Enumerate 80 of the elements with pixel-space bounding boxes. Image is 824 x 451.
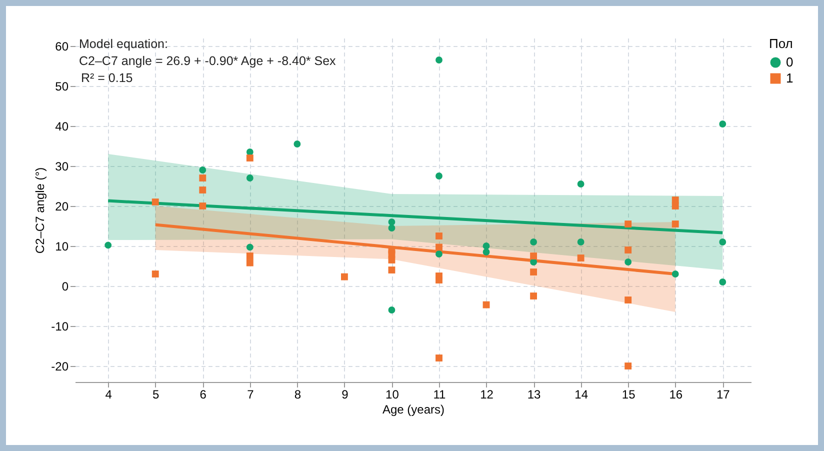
- point: [530, 258, 538, 266]
- point: [577, 254, 584, 262]
- x-tick-label: 16: [669, 388, 683, 402]
- y-tick-label: 0: [62, 280, 69, 294]
- point: [246, 252, 254, 260]
- legend-label: 0: [786, 54, 794, 70]
- point: [388, 256, 396, 264]
- x-tick-label: 6: [200, 388, 207, 402]
- point: [104, 242, 112, 249]
- point: [530, 252, 538, 260]
- point: [199, 202, 206, 210]
- x-tick-label: 7: [247, 388, 254, 402]
- point: [719, 278, 726, 286]
- annotation: Model equation:: [79, 37, 168, 51]
- point: [624, 258, 632, 266]
- x-tick-label: 12: [480, 388, 494, 402]
- y-tick-label: -20: [51, 360, 69, 374]
- point: [436, 354, 442, 362]
- x-tick-label: 9: [342, 388, 349, 402]
- legend-title: Пол: [769, 36, 793, 51]
- x-tick-label: 14: [574, 388, 588, 402]
- y-tick-label: 10: [55, 240, 69, 254]
- point: [294, 140, 301, 148]
- point: [246, 259, 254, 266]
- point: [577, 180, 584, 188]
- point: [246, 154, 254, 162]
- y-tick-label: 50: [55, 80, 69, 94]
- y-tick-label: 40: [55, 120, 69, 134]
- point: [388, 306, 396, 314]
- point: [199, 166, 206, 174]
- y-tick-label: -10: [51, 320, 69, 334]
- point: [152, 270, 159, 278]
- point: [672, 270, 679, 278]
- point: [624, 246, 632, 254]
- point: [530, 238, 538, 246]
- point: [672, 202, 679, 210]
- point: [246, 244, 254, 251]
- point: [436, 250, 442, 258]
- point: [624, 220, 632, 228]
- point: [482, 248, 490, 256]
- point: [436, 232, 442, 240]
- legend-label: 1: [786, 70, 794, 86]
- point: [246, 148, 254, 156]
- point: [530, 292, 538, 300]
- point: [436, 172, 442, 180]
- point: [436, 276, 442, 284]
- point: [388, 224, 396, 232]
- x-tick-label: 10: [386, 388, 400, 402]
- point: [482, 301, 490, 308]
- point: [388, 266, 396, 274]
- y-tick-label: 60: [55, 40, 69, 54]
- x-tick-label: 11: [433, 388, 446, 402]
- point: [199, 174, 206, 182]
- point: [624, 296, 632, 304]
- point: [340, 273, 348, 280]
- point: [577, 238, 584, 246]
- x-tick-label: 13: [527, 388, 542, 402]
- point: [388, 218, 396, 226]
- point: [246, 174, 254, 182]
- x-axis-title: Age (years): [382, 402, 445, 416]
- point: [719, 238, 726, 246]
- y-axis-title: C2–C7 angle (°): [33, 167, 48, 254]
- point: [672, 220, 679, 228]
- y-tick-label: 20: [55, 200, 69, 214]
- point: [436, 244, 442, 251]
- point: [482, 242, 490, 250]
- x-tick-label: 17: [716, 388, 730, 402]
- point: [624, 362, 632, 370]
- annotation: C2–C7 angle = 26.9 + -0.90* Age + -8.40* Sex: [79, 54, 337, 68]
- annotation: R² = 0.15: [81, 71, 133, 85]
- x-tick-label: 5: [152, 388, 160, 402]
- point: [199, 186, 206, 194]
- x-tick-label: 15: [622, 388, 636, 402]
- point: [152, 198, 159, 206]
- x-tick-label: 8: [294, 388, 302, 402]
- x-tick-label: 4: [105, 388, 112, 402]
- point: [530, 268, 538, 276]
- point: [719, 120, 726, 128]
- point: [436, 56, 442, 64]
- y-tick-label: 30: [55, 160, 69, 174]
